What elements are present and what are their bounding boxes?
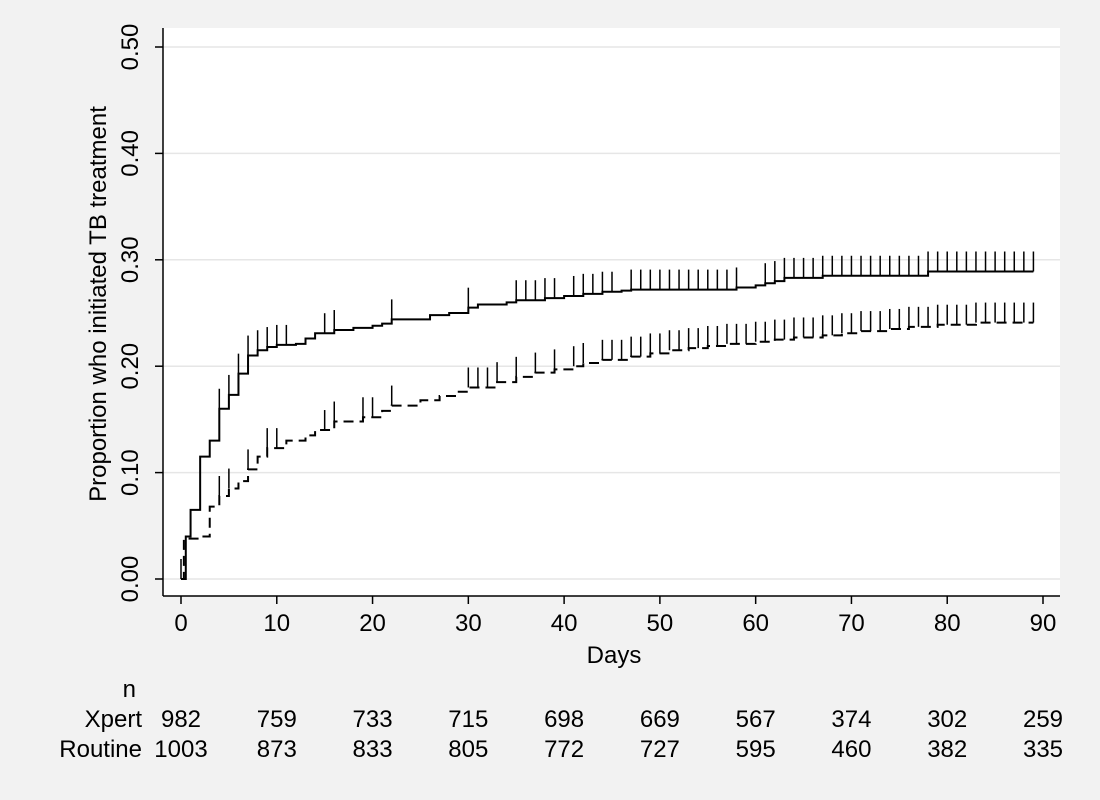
tick-labels: 0.00 0.10 0.20 0.30 0.40 0.50 0 10 20 30 40 50 60 70 8…	[117, 24, 1056, 637]
risk-value: 567	[736, 706, 776, 733]
x-tick-label: 0	[174, 610, 187, 637]
y-tick-label: 0.10	[117, 449, 144, 496]
risk-value: 727	[640, 736, 680, 763]
risk-row-label: Routine	[59, 736, 142, 763]
x-tick-label: 40	[551, 610, 578, 637]
x-tick-label: 60	[742, 610, 769, 637]
risk-value: 698	[544, 706, 584, 733]
y-tick-label: 0.20	[117, 343, 144, 390]
risk-row-label: Xpert	[85, 706, 143, 733]
y-tick-label: 0.00	[117, 556, 144, 603]
x-tick-label: 70	[838, 610, 865, 637]
grid-lines	[163, 46, 1060, 580]
risk-value: 382	[927, 736, 967, 763]
risk-value: 259	[1023, 706, 1063, 733]
risk-value: 759	[257, 706, 297, 733]
y-tick-label: 0.30	[117, 236, 144, 283]
y-tick-label: 0.50	[117, 24, 144, 71]
axes	[162, 28, 1060, 597]
risk-table-header: n	[123, 676, 136, 703]
plot-area	[163, 28, 1060, 596]
series-line-2	[181, 321, 1034, 580]
x-tick-label: 90	[1030, 610, 1057, 637]
risk-value: 302	[927, 706, 967, 733]
risk-table: n Xpert 982 759 733 715 698 669 567 374 302 259 Rou…	[59, 676, 1063, 763]
risk-value: 1003	[154, 736, 207, 763]
risk-value: 805	[448, 736, 488, 763]
risk-value: 374	[831, 706, 871, 733]
risk-value: 733	[353, 706, 393, 733]
risk-value: 595	[736, 736, 776, 763]
risk-value: 982	[161, 706, 201, 733]
x-tick-label: 80	[934, 610, 961, 637]
risk-value: 715	[448, 706, 488, 733]
series-group	[180, 251, 1035, 580]
risk-value: 833	[353, 736, 393, 763]
x-tick-label: 20	[359, 610, 386, 637]
x-axis-title: Days	[587, 642, 642, 669]
risk-value: 873	[257, 736, 297, 763]
series-line-1	[181, 270, 1034, 580]
x-tick-label: 30	[455, 610, 482, 637]
y-tick-label: 0.40	[117, 130, 144, 177]
risk-value: 669	[640, 706, 680, 733]
y-axis-title: Proportion who initiated TB treatment	[85, 106, 112, 502]
risk-value: 460	[831, 736, 871, 763]
risk-value: 772	[544, 736, 584, 763]
risk-value: 335	[1023, 736, 1063, 763]
x-tick-label: 50	[647, 610, 674, 637]
x-tick-label: 10	[263, 610, 290, 637]
